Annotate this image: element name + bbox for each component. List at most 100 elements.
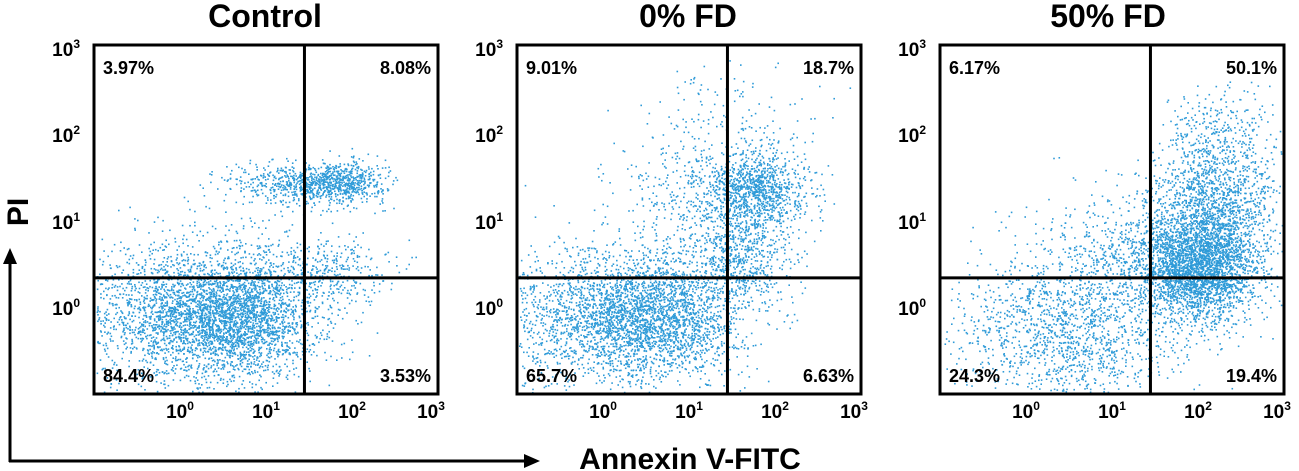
scatter-point xyxy=(260,302,262,305)
scatter-point xyxy=(277,182,280,185)
scatter-point xyxy=(305,162,307,164)
scatter-point xyxy=(217,337,219,340)
scatter-point xyxy=(260,386,262,389)
scatter-point xyxy=(264,331,266,334)
scatter-point xyxy=(279,186,281,189)
scatter-point xyxy=(220,328,222,331)
scatter-point xyxy=(201,296,203,298)
scatter-point xyxy=(221,364,224,366)
scatter-point xyxy=(172,291,174,294)
scatter-point xyxy=(203,303,205,306)
scatter-point xyxy=(380,183,383,185)
scatter-point xyxy=(129,326,131,329)
scatter-point xyxy=(230,286,232,288)
scatter-point xyxy=(316,192,318,195)
scatter-point xyxy=(329,187,332,190)
scatter-point xyxy=(274,281,277,283)
scatter-point xyxy=(272,324,274,327)
scatter-point xyxy=(233,297,235,299)
scatter-point xyxy=(361,172,364,174)
scatter-point xyxy=(244,356,246,359)
scatter-point xyxy=(152,306,154,308)
scatter-point xyxy=(280,176,283,179)
scatter-point xyxy=(200,285,202,288)
scatter-point xyxy=(213,334,216,337)
scatter-point xyxy=(237,300,240,302)
scatter-point xyxy=(202,335,204,337)
scatter-point xyxy=(335,165,338,168)
scatter-point xyxy=(180,253,183,256)
scatter-point xyxy=(232,337,234,340)
scatter-point xyxy=(295,323,297,325)
scatter-point xyxy=(261,285,264,288)
scatter-point xyxy=(317,285,319,288)
scatter-point xyxy=(164,371,166,374)
scatter-point xyxy=(163,325,165,327)
scatter-point xyxy=(182,312,184,314)
scatter-point xyxy=(339,184,341,186)
scatter-point xyxy=(149,334,151,337)
scatter-point xyxy=(207,311,210,313)
scatter-point xyxy=(259,355,261,358)
scatter-point xyxy=(249,312,251,315)
scatter-point xyxy=(292,171,295,173)
scatter-point xyxy=(214,349,217,352)
scatter-point xyxy=(192,263,195,266)
scatter-point xyxy=(131,257,134,260)
scatter-point xyxy=(296,246,299,249)
scatter-point xyxy=(115,303,118,306)
scatter-point xyxy=(223,360,225,362)
scatter-point xyxy=(243,195,245,198)
scatter-point xyxy=(166,349,168,351)
scatter-point xyxy=(188,310,191,312)
scatter-point xyxy=(264,369,267,372)
scatter-point xyxy=(231,339,233,342)
scatter-point xyxy=(330,322,333,324)
scatter-point xyxy=(199,348,202,350)
scatter-point xyxy=(299,174,301,177)
scatter-point xyxy=(254,297,256,300)
scatter-point xyxy=(277,274,280,277)
scatter-point xyxy=(200,320,202,322)
scatter-point xyxy=(154,297,156,299)
scatter-point xyxy=(153,258,156,261)
scatter-point xyxy=(261,319,263,321)
scatter-point xyxy=(194,298,196,300)
scatter-point xyxy=(128,312,131,315)
scatter-point xyxy=(217,330,219,333)
scatter-point xyxy=(239,351,242,354)
scatter-point xyxy=(188,341,191,343)
scatter-point xyxy=(276,286,279,289)
scatter-point xyxy=(237,344,240,347)
scatter-point xyxy=(146,321,149,323)
scatter-point xyxy=(273,299,276,302)
scatter-point xyxy=(161,296,163,299)
scatter-point xyxy=(178,318,180,320)
scatter-point xyxy=(236,246,238,249)
scatter-point xyxy=(165,329,167,332)
scatter-point xyxy=(281,321,283,324)
scatter-point xyxy=(166,359,168,362)
scatter-point xyxy=(145,314,148,317)
scatter-point xyxy=(189,322,191,324)
scatter-point xyxy=(118,318,121,321)
scatter-point xyxy=(278,330,281,332)
scatter-point xyxy=(360,197,363,200)
scatter-point xyxy=(326,333,329,335)
scatter-point xyxy=(169,321,171,324)
scatter-point xyxy=(135,262,138,264)
scatter-point xyxy=(199,308,202,311)
scatter-point xyxy=(235,201,238,204)
scatter-point xyxy=(310,189,312,192)
scatter-point xyxy=(136,348,138,350)
scatter-point xyxy=(335,167,338,170)
scatter-point xyxy=(247,315,250,317)
scatter-point xyxy=(201,311,204,314)
scatter-point xyxy=(312,181,315,183)
scatter-point xyxy=(185,358,187,360)
scatter-point xyxy=(221,300,224,302)
scatter-point xyxy=(116,289,119,292)
scatter-point xyxy=(354,177,357,179)
scatter-point xyxy=(271,158,273,161)
scatter-point xyxy=(284,363,286,365)
